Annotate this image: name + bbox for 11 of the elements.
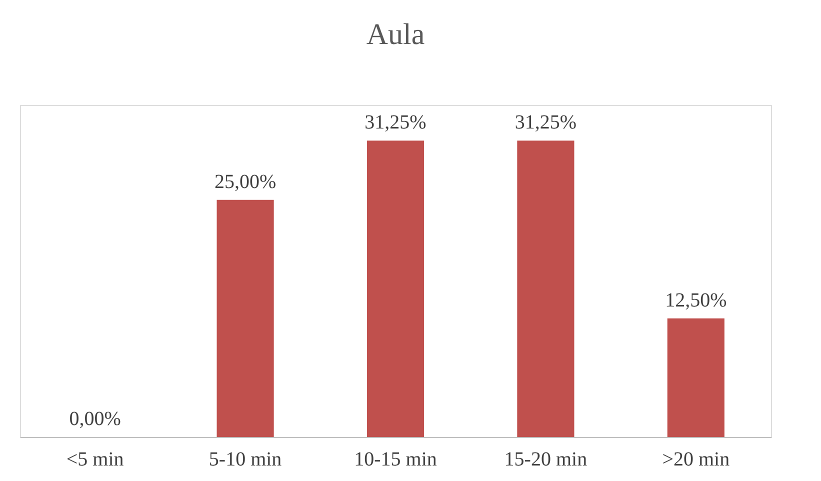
x-tick-label: >20 min: [662, 448, 730, 470]
x-tick-label: 15-20 min: [504, 448, 588, 470]
chart-title: Aula: [366, 18, 425, 51]
data-label: 31,25%: [364, 112, 426, 134]
x-tick-label: 10-15 min: [354, 448, 437, 470]
x-tick-label: <5 min: [66, 448, 124, 470]
data-label: 0,00%: [69, 408, 121, 430]
x-tick-label: 5-10 min: [208, 448, 282, 470]
data-label: 31,25%: [514, 112, 577, 134]
data-label: 25,00%: [214, 170, 276, 193]
data-label: 12,50%: [665, 289, 727, 312]
